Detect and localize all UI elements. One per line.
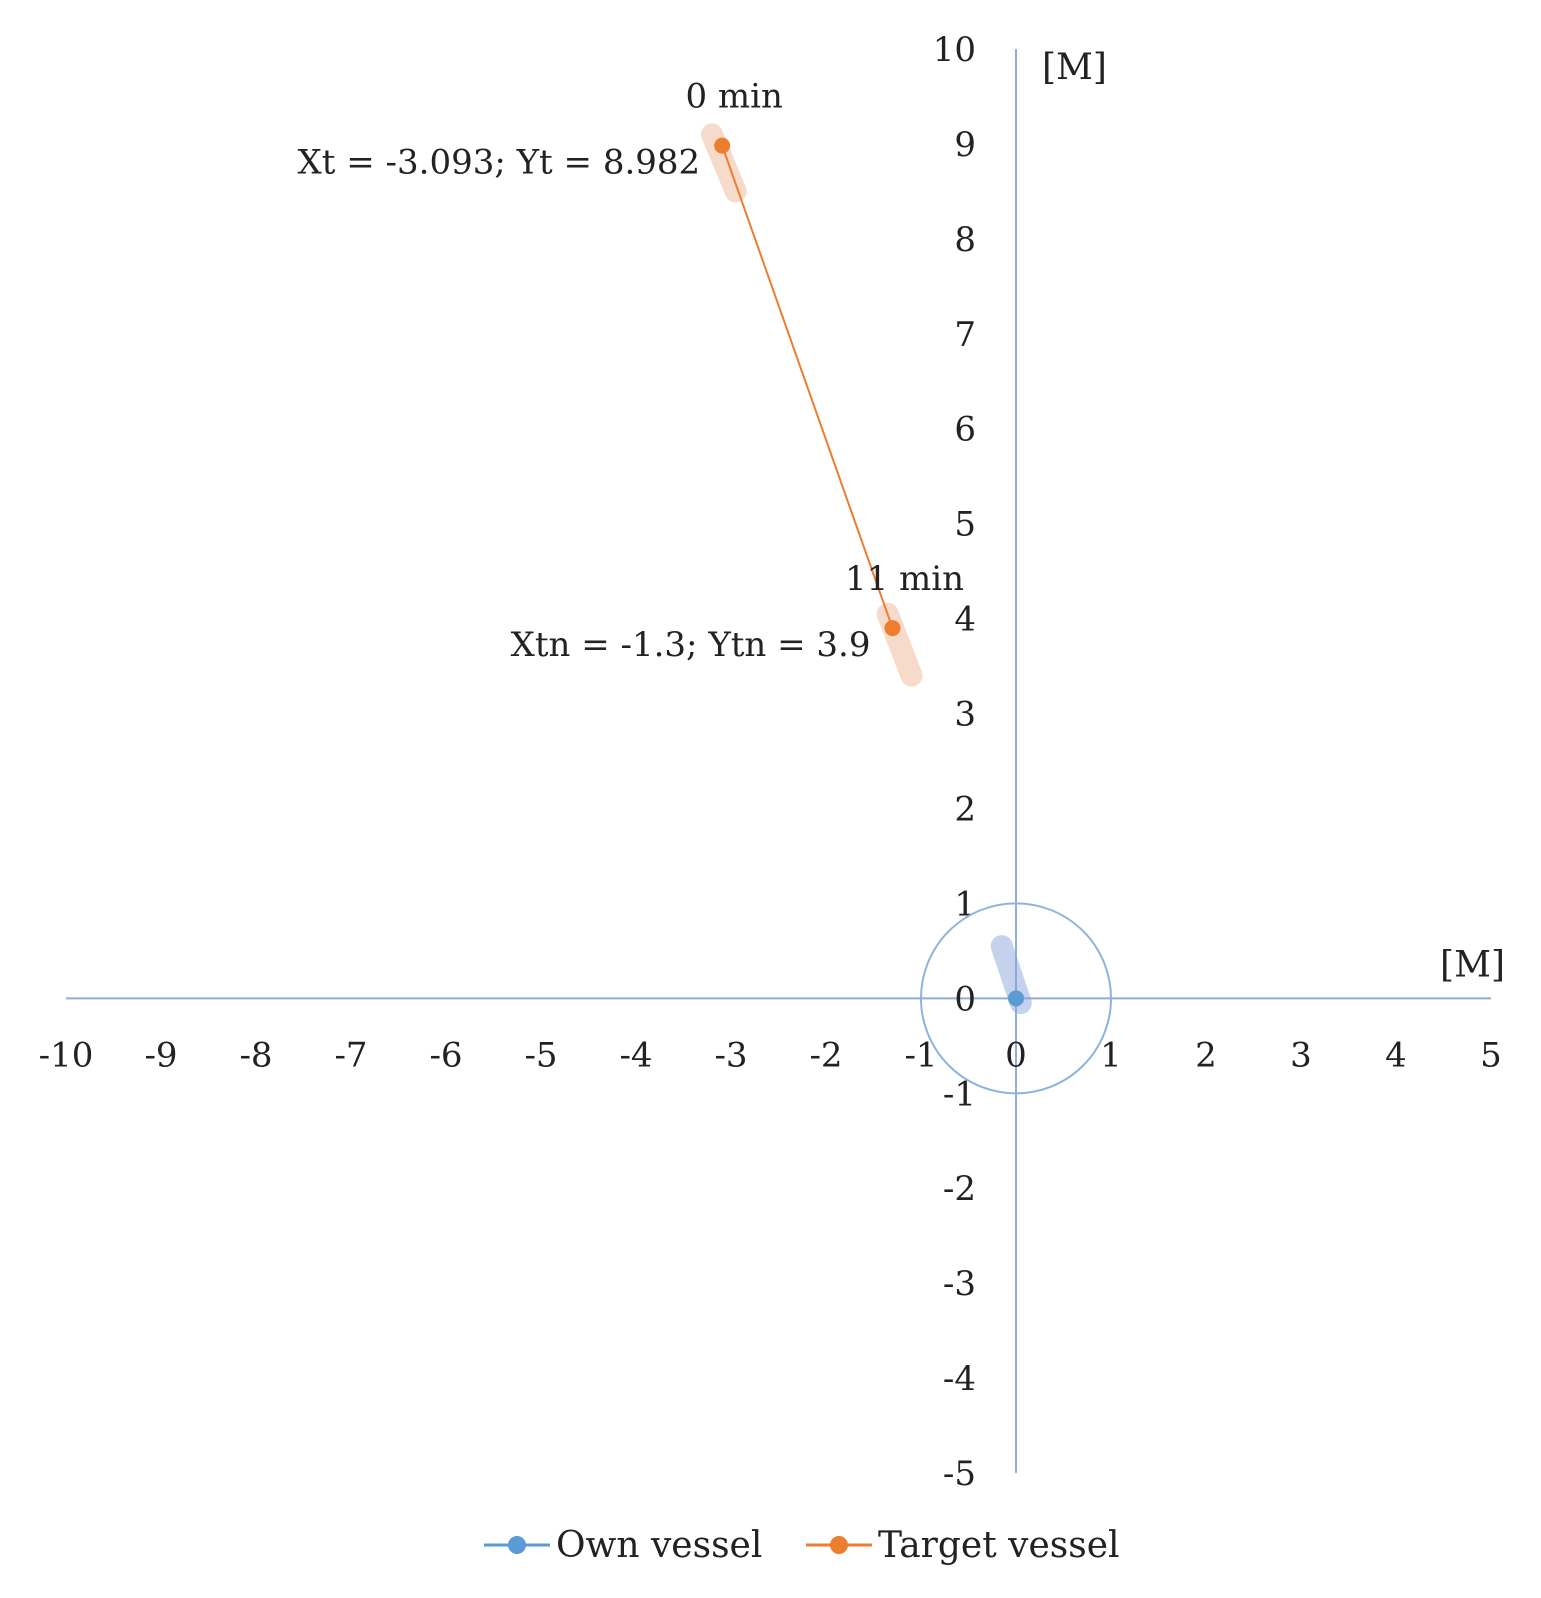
x-tick-label: 4 — [1385, 1035, 1407, 1075]
x-tick-label: -5 — [524, 1035, 557, 1075]
y-tick-label: 6 — [954, 410, 976, 450]
y-tick-label: 5 — [954, 505, 976, 545]
x-tick-labels: -10 -9 -8 -7 -6 -5 -4 -3 -2 -1 0 1 2 3 4 5 — [39, 1035, 1502, 1075]
ship-shapes — [701, 123, 1112, 1095]
y-tick-label: -4 — [943, 1359, 976, 1399]
legend: Own vessel Target vessel — [484, 1525, 1120, 1566]
y-tick-label: 9 — [954, 125, 976, 165]
own-vessel-legend-label: Own vessel — [556, 1525, 762, 1566]
x-tick-label: -7 — [334, 1035, 367, 1075]
y-axis-unit-label: [M] — [1042, 47, 1107, 88]
own-vessel-legend-marker — [508, 1536, 526, 1554]
y-tick-label: 2 — [954, 789, 976, 829]
point-annotation: 0 min — [685, 77, 782, 117]
target-vessel-track-line — [721, 145, 894, 629]
axes — [66, 49, 1491, 1473]
x-tick-label: 1 — [1100, 1035, 1122, 1075]
point-annotation: Xtn = -1.3; Ytn = 3.9 — [511, 625, 871, 665]
x-tick-label: -4 — [619, 1035, 652, 1075]
point-annotation: 11 min — [845, 559, 964, 599]
y-tick-label: 7 — [954, 315, 976, 355]
ship-domain-circle — [920, 902, 1112, 1095]
x-tick-label: 2 — [1195, 1035, 1217, 1075]
x-tick-label: -10 — [39, 1035, 94, 1075]
y-tick-label: 10 — [933, 30, 976, 70]
series-marks — [714, 137, 1024, 1007]
x-tick-label: -9 — [144, 1035, 177, 1075]
target-vessel-legend-marker — [830, 1536, 848, 1554]
x-tick-label: -3 — [714, 1035, 747, 1075]
x-tick-label: -8 — [239, 1035, 272, 1075]
x-tick-label: -1 — [904, 1035, 937, 1075]
x-tick-label: 5 — [1480, 1035, 1502, 1075]
point-annotation: Xt = -3.093; Yt = 8.982 — [298, 143, 701, 183]
x-tick-label: -2 — [809, 1035, 842, 1075]
y-tick-label: 4 — [954, 600, 976, 640]
y-tick-label: 0 — [954, 979, 976, 1019]
own-vessel-point — [1008, 990, 1024, 1007]
y-tick-label: -1 — [943, 1074, 976, 1114]
target-vessel-legend-label: Target vessel — [878, 1525, 1120, 1566]
y-tick-label: -5 — [943, 1454, 976, 1494]
y-tick-label: 3 — [954, 695, 976, 735]
y-tick-label: -3 — [943, 1264, 976, 1304]
point-annotations: 0 min Xt = -3.093; Yt = 8.982 11 min Xtn = … — [298, 77, 964, 665]
x-tick-label: 3 — [1290, 1035, 1312, 1075]
x-tick-label: -6 — [429, 1035, 462, 1075]
target-vessel-point — [884, 620, 901, 637]
x-tick-label: 0 — [1005, 1035, 1027, 1075]
x-axis-unit-label: [M] — [1440, 944, 1505, 985]
y-tick-label: -2 — [943, 1169, 976, 1209]
y-tick-label: 8 — [954, 220, 976, 260]
target-vessel-point — [714, 137, 731, 154]
